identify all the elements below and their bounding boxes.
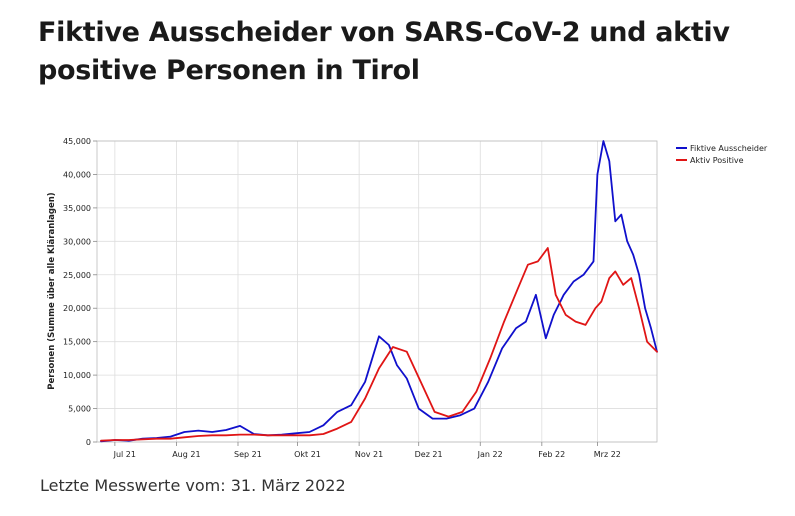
legend-label-aktiv-positive: Aktiv Positive [690,156,744,165]
y-tick-label: 30,000 [63,237,91,246]
chart-series [100,140,658,443]
legend-label-fiktive-ausscheider: Fiktive Ausscheider [690,144,768,153]
y-tick-label: 35,000 [63,204,91,213]
x-tick-label: Okt 21 [294,450,321,459]
y-tick-label: 40,000 [63,170,91,179]
chart-legend[interactable]: Fiktive Ausscheider Aktiv Positive [676,144,768,165]
line-chart: 0 5,000 10,000 15,000 20,000 25,000 30,000 35,0… [47,137,768,459]
y-tick-label: 5,000 [68,405,91,414]
chart-grid [97,140,657,443]
y-axis-label: Personen (Summe über alle Kläranlagen) [47,192,57,390]
x-tick-label: Feb 22 [538,450,565,459]
y-tick-label: 0 [86,438,91,447]
y-tick-label: 20,000 [63,304,91,313]
x-axis: Jul 21 Aug 21 Sep 21 Okt 21 Nov 21 Dez 21 Jan … [113,442,621,459]
x-tick-label: Jul 21 [113,450,136,459]
x-tick-label: Aug 21 [172,450,200,459]
y-tick-label: 25,000 [63,271,91,280]
x-tick-label: Jan 22 [477,450,503,459]
y-tick-label: 45,000 [63,137,91,146]
series-line-aktiv-positive [100,247,658,442]
series-line-fiktive-ausscheider [100,140,658,443]
x-tick-label: Dez 21 [415,450,443,459]
y-axis: 0 5,000 10,000 15,000 20,000 25,000 30,000 35,0… [63,137,97,447]
y-tick-label: 10,000 [63,371,91,380]
y-tick-label: 15,000 [63,338,91,347]
page-title: Fiktive Ausscheider von SARS-CoV-2 und a… [38,17,730,86]
plot-area-border [96,140,658,443]
x-tick-label: Nov 21 [355,450,383,459]
x-tick-label: Sep 21 [234,450,262,459]
last-measurement-note: Letzte Messwerte vom: 31. März 2022 [40,476,346,495]
x-tick-label: Mrz 22 [594,450,621,459]
